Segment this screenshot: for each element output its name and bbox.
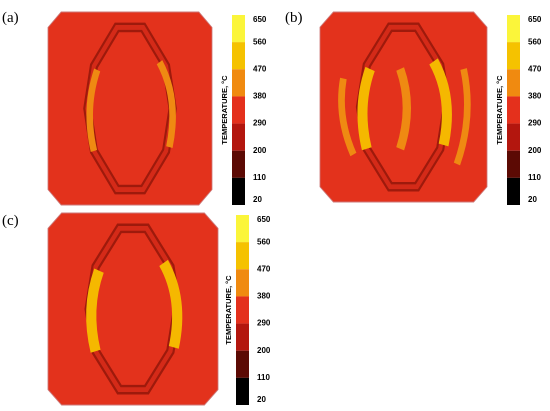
colorbar-tick-label: 470 bbox=[257, 264, 271, 273]
colorbar-tick-label: 650 bbox=[253, 15, 267, 24]
colorbar-tick-label: 380 bbox=[257, 292, 271, 301]
colorbar-band bbox=[232, 69, 245, 97]
colorbar-band bbox=[236, 269, 249, 297]
colorbar-tick-label: 290 bbox=[257, 319, 271, 328]
colorbar-tick-label: 560 bbox=[528, 37, 542, 46]
colorbar-tick-label: 200 bbox=[253, 146, 267, 155]
plate bbox=[47, 212, 219, 406]
colorbar-band bbox=[507, 15, 520, 43]
colorbar-band bbox=[232, 15, 245, 43]
colorbar-band bbox=[236, 242, 249, 270]
colorbar-band bbox=[507, 42, 520, 70]
hot-zone bbox=[86, 268, 104, 353]
plate bbox=[319, 11, 488, 203]
colorbar-tick-label: 110 bbox=[253, 173, 266, 182]
colorbar-title: TEMPERATURE, °C bbox=[224, 275, 233, 345]
colorbar-band bbox=[507, 69, 520, 97]
hot-zone bbox=[396, 67, 411, 151]
plate-body bbox=[47, 212, 219, 406]
colorbar-band bbox=[236, 350, 249, 378]
hot-zone bbox=[156, 60, 176, 148]
colorbar-band bbox=[507, 177, 520, 205]
colorbar-band bbox=[236, 215, 249, 243]
colorbar-tick-label: 20 bbox=[253, 195, 262, 204]
colorbar-band bbox=[232, 42, 245, 70]
colorbar-tick-label: 650 bbox=[528, 15, 542, 24]
colorbar-tick-label: 470 bbox=[253, 64, 267, 73]
colorbar-tick-label: 200 bbox=[257, 346, 271, 355]
panel-label: (c) bbox=[2, 213, 19, 229]
colorbar-tick-label: 380 bbox=[253, 92, 267, 101]
hot-zone bbox=[429, 58, 452, 147]
colorbar-tick-label: 20 bbox=[528, 195, 537, 204]
colorbar-band bbox=[507, 150, 520, 178]
colorbar-tick-label: 110 bbox=[257, 373, 270, 382]
colorbar-band bbox=[507, 123, 520, 151]
plate bbox=[47, 11, 213, 206]
colorbar-tick-label: 290 bbox=[528, 119, 542, 128]
colorbar-band bbox=[232, 96, 245, 124]
colorbar-tick-label: 290 bbox=[253, 119, 267, 128]
colorbar-band bbox=[232, 177, 245, 205]
colorbar-band bbox=[232, 123, 245, 151]
colorbar-title: TEMPERATURE, °C bbox=[220, 75, 229, 145]
panel-label: (a) bbox=[2, 10, 19, 26]
hot-zone bbox=[338, 68, 471, 166]
colorbar-tick-label: 380 bbox=[528, 92, 542, 101]
colorbar-band bbox=[236, 323, 249, 351]
hot-zone bbox=[357, 66, 375, 151]
colorbar-tick-label: 560 bbox=[257, 237, 271, 246]
colorbar-tick-label: 20 bbox=[257, 395, 266, 404]
colorbar-tick-label: 110 bbox=[528, 173, 541, 182]
colorbar-tick-label: 200 bbox=[528, 146, 542, 155]
colorbar-band bbox=[232, 150, 245, 178]
colorbar-band bbox=[236, 377, 249, 405]
panel-label: (b) bbox=[285, 10, 303, 26]
hot-zone bbox=[86, 68, 101, 152]
colorbar-tick-label: 650 bbox=[257, 215, 271, 224]
hot-zone bbox=[159, 259, 183, 349]
colorbar-tick-label: 560 bbox=[253, 37, 267, 46]
plate-body bbox=[47, 11, 213, 206]
colorbar-tick-label: 470 bbox=[528, 64, 542, 73]
colorbar-title: TEMPERATURE, °C bbox=[495, 75, 504, 145]
colorbar-band bbox=[236, 296, 249, 324]
colorbar-band bbox=[507, 96, 520, 124]
